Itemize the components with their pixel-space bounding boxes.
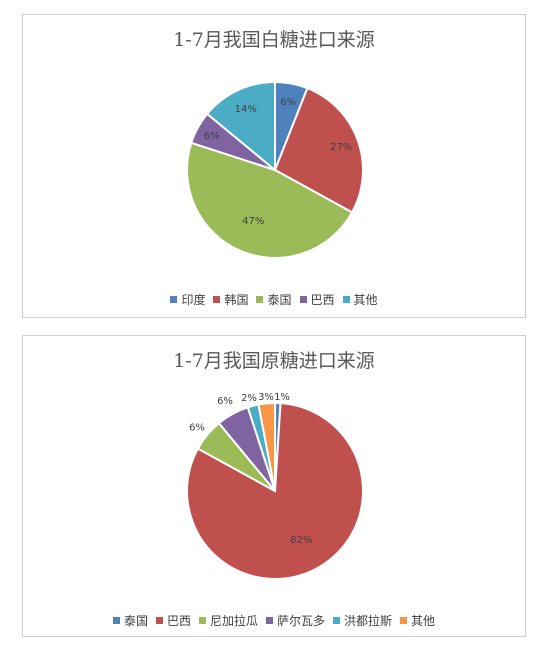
pie-slice-5 xyxy=(257,401,276,492)
legend-item: 泰国 xyxy=(112,612,148,629)
legend-item: 洪都拉斯 xyxy=(333,612,392,629)
chart-legend: 泰国 巴西 尼加拉瓜 萨尔瓦多 洪都拉斯 其他 xyxy=(23,612,525,629)
legend-item: 巴西 xyxy=(299,291,335,308)
legend-label: 泰国 xyxy=(267,293,292,307)
data-label-4: 2% xyxy=(241,393,257,404)
data-label-0: 1% xyxy=(274,392,290,403)
legend-item: 韩国 xyxy=(213,291,248,308)
chart-title: 1-7月我国白糖进口来源 xyxy=(173,29,375,51)
chart-legend: 印度 韩国 泰国 巴西 其他 xyxy=(23,291,525,308)
legend-item: 尼加拉瓜 xyxy=(198,612,258,629)
data-label-5: 3% xyxy=(258,392,274,403)
data-label-1: 27% xyxy=(330,142,352,153)
legend-label: 印度 xyxy=(181,293,206,307)
chart-panel-white-sugar: 1-7月我国白糖进口来源 6% 27% 47% 6% 14% 印度 韩国 泰国 巴西 其他 xyxy=(22,14,526,318)
data-label-3: 6% xyxy=(204,131,220,142)
legend-label: 巴西 xyxy=(310,293,335,307)
pie-slice-4 xyxy=(205,80,276,173)
legend-swatch xyxy=(256,296,264,303)
pie-slice-2 xyxy=(186,141,354,259)
legend-swatch xyxy=(333,617,341,624)
legend-swatch xyxy=(299,296,307,303)
legend-swatch xyxy=(342,296,350,303)
data-label-2: 47% xyxy=(242,216,264,227)
legend-swatch xyxy=(198,617,206,624)
legend-label: 萨尔瓦多 xyxy=(277,614,326,628)
data-label-2: 6% xyxy=(189,423,205,434)
chart-panel-raw-sugar: 1-7月我国原糖进口来源 1% 82% 6% 6% 2% 3% 泰国 巴西 尼加拉瓜 萨尔瓦多 洪… xyxy=(22,335,526,637)
pie-chart-white-sugar: 6% 27% 47% 6% 14% xyxy=(186,80,364,259)
data-label-3: 6% xyxy=(217,396,233,407)
pie-chart-raw-sugar: 1% 82% 6% 6% 2% 3% xyxy=(186,392,365,580)
legend-item: 印度 xyxy=(170,291,205,308)
legend-item: 萨尔瓦多 xyxy=(266,612,325,629)
legend-item: 其他 xyxy=(342,291,378,308)
legend-swatch xyxy=(266,617,273,624)
legend-label: 其他 xyxy=(353,293,378,307)
legend-item: 巴西 xyxy=(155,612,191,629)
legend-label: 巴西 xyxy=(166,614,191,628)
legend-item: 其他 xyxy=(400,612,435,629)
data-label-1: 82% xyxy=(290,535,312,546)
data-label-0: 6% xyxy=(280,97,296,108)
legend-swatch xyxy=(112,617,120,624)
legend-label: 其他 xyxy=(411,614,436,628)
legend-label: 泰国 xyxy=(123,614,148,628)
legend-item: 泰国 xyxy=(256,291,292,308)
chart-title: 1-7月我国原糖进口来源 xyxy=(173,350,375,372)
legend-swatch xyxy=(213,296,221,303)
legend-swatch xyxy=(400,617,408,624)
data-label-4: 14% xyxy=(235,104,257,115)
legend-swatch xyxy=(170,296,178,303)
legend-swatch xyxy=(155,617,163,624)
legend-label: 韩国 xyxy=(224,293,249,307)
legend-label: 洪都拉斯 xyxy=(344,614,393,628)
legend-label: 尼加拉瓜 xyxy=(209,614,258,628)
